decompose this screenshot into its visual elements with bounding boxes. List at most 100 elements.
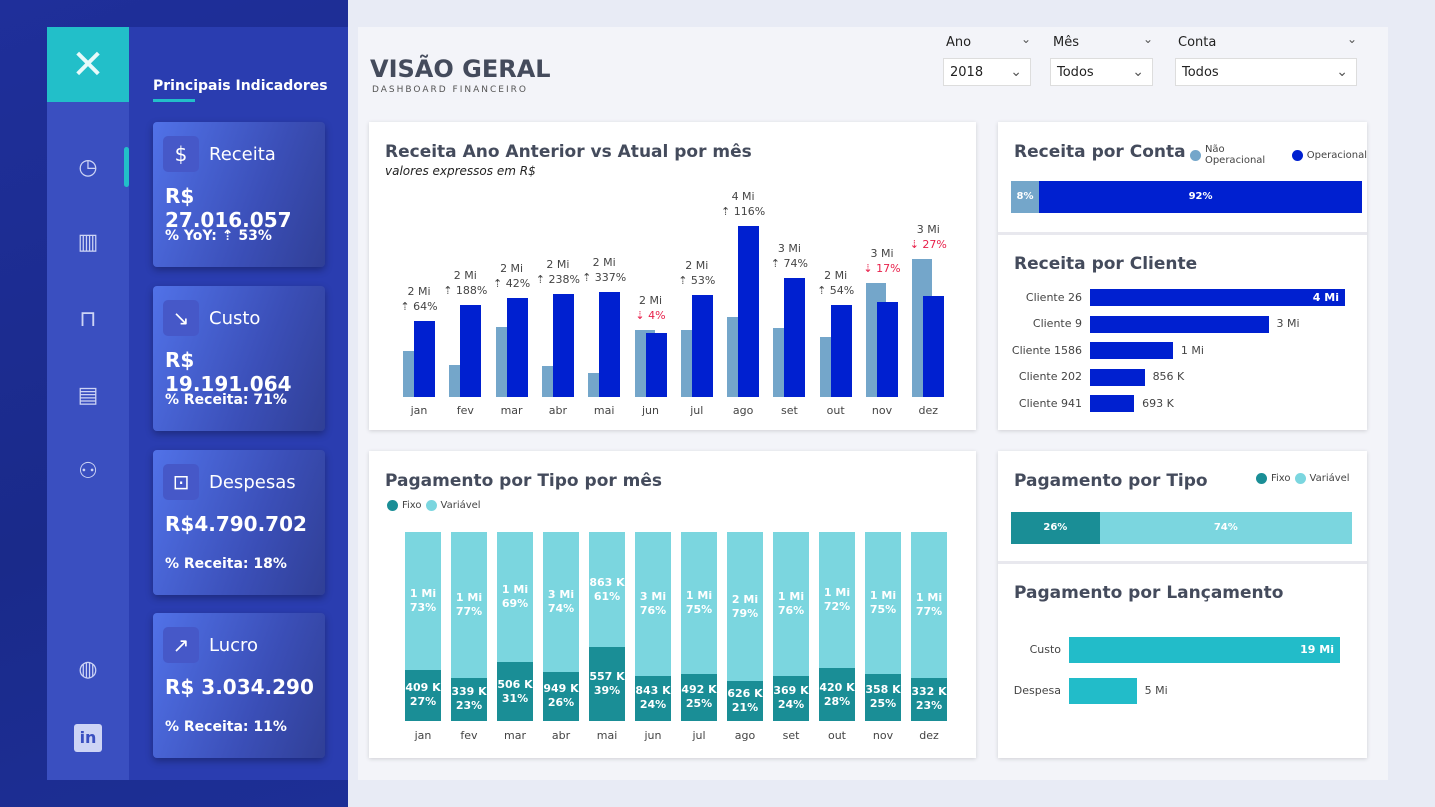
hbar bbox=[1069, 678, 1137, 704]
kpi-icon: ⊡ bbox=[163, 464, 199, 500]
variavel-value-label: 1 Mi bbox=[501, 583, 529, 597]
value-label: 1 Mi bbox=[1180, 343, 1204, 357]
fixo-pct-label: 24% bbox=[639, 698, 667, 712]
bar-current bbox=[738, 226, 760, 397]
kpi-value: R$ 19.191.064 bbox=[165, 348, 292, 396]
x-tick-label: nov bbox=[872, 729, 894, 742]
value-label: 693 K bbox=[1142, 396, 1174, 410]
chevron-down-icon: ⌄ bbox=[1020, 32, 1031, 46]
bar-fixo bbox=[589, 647, 625, 721]
x-logo[interactable]: ✕ bbox=[47, 27, 129, 102]
ano-dropdown[interactable]: 2018 ⌄ bbox=[943, 58, 1031, 86]
value-label: 2 Mi bbox=[824, 269, 848, 283]
variavel-pct-label: 79% bbox=[731, 606, 759, 620]
yoy-label: ⇡ 238% bbox=[535, 272, 580, 286]
hbar bbox=[1090, 315, 1269, 333]
variavel-value-label: 863 K bbox=[589, 575, 625, 589]
x-tick-label: ago bbox=[732, 404, 754, 417]
kpi-label: Despesas bbox=[209, 472, 296, 493]
yoy-label: ⇡ 42% bbox=[493, 276, 531, 290]
segment-label: 8% bbox=[1016, 191, 1034, 202]
bar-chart-icon[interactable]: ▥ bbox=[77, 230, 99, 255]
bar-current bbox=[784, 278, 806, 397]
bar-fixo bbox=[405, 669, 441, 721]
divider bbox=[998, 232, 1367, 235]
kpi-value: R$4.790.702 bbox=[165, 512, 307, 536]
x-tick-label: abr bbox=[548, 404, 568, 417]
kpi-section-title: Principais Indicadores bbox=[153, 78, 328, 94]
nav-active-indicator bbox=[124, 147, 129, 187]
value-label: 3 Mi bbox=[916, 222, 940, 236]
x-tick-label: abr bbox=[551, 729, 571, 742]
bar-current bbox=[414, 320, 435, 397]
category-label: Cliente 202 bbox=[1018, 370, 1082, 383]
legend-label: Fixo bbox=[1271, 473, 1291, 484]
briefcase-icon[interactable]: ⊓ bbox=[79, 307, 97, 332]
category-label: Cliente 1586 bbox=[1011, 343, 1082, 357]
chart-title: Pagamento por Tipo por mês bbox=[385, 471, 663, 491]
fixo-pct-label: 24% bbox=[777, 698, 805, 712]
legend-label: Fixo bbox=[402, 500, 422, 511]
legend-swatch bbox=[1256, 473, 1267, 484]
value-label: 2 Mi bbox=[638, 293, 663, 307]
stack-segment bbox=[1099, 512, 1352, 544]
variavel-pct-label: 77% bbox=[455, 604, 483, 618]
bar-current bbox=[645, 332, 667, 397]
nav-rail bbox=[47, 27, 129, 780]
dropdown-value: Todos bbox=[1057, 65, 1094, 80]
mes-dropdown[interactable]: Todos ⌄ bbox=[1050, 58, 1153, 86]
linkedin-icon[interactable]: in bbox=[74, 724, 102, 752]
kpi-card-receita[interactable]: $ Receita R$ 27.016.057% YoY: ⇡ 53% bbox=[153, 122, 325, 267]
fixo-value-label: 358 K bbox=[865, 683, 901, 697]
legend-label: Variável bbox=[1309, 473, 1350, 484]
bar-variavel bbox=[865, 532, 901, 674]
bar-variavel bbox=[405, 532, 441, 670]
bar-variavel bbox=[451, 532, 487, 678]
variavel-pct-label: 72% bbox=[823, 600, 851, 614]
globe-icon[interactable]: ◍ bbox=[78, 657, 98, 682]
page-subtitle: DASHBOARD FINANCEIRO bbox=[372, 85, 528, 95]
document-icon[interactable]: ▤ bbox=[77, 383, 99, 408]
kpi-subtext: % Receita: 11% bbox=[165, 719, 287, 735]
legend-label: Operacional bbox=[1306, 149, 1367, 161]
hbar bbox=[1090, 342, 1173, 359]
bar-variavel bbox=[589, 532, 625, 648]
variavel-pct-label: 75% bbox=[685, 602, 713, 616]
segment-label: 26% bbox=[1043, 522, 1068, 533]
fixo-value-label: 506 K bbox=[497, 677, 533, 691]
variavel-pct-label: 77% bbox=[915, 604, 943, 618]
bar-variavel bbox=[819, 532, 855, 669]
conta-dropdown[interactable]: Todos ⌄ bbox=[1175, 58, 1357, 86]
legend-label: Não Operacional bbox=[1204, 144, 1266, 166]
filter-label: Conta bbox=[1178, 35, 1217, 50]
users-icon[interactable]: ⚇ bbox=[78, 459, 98, 484]
kpi-card-lucro[interactable]: ↗ Lucro R$ 3.034.290 % Receita: 11% bbox=[153, 613, 325, 758]
value-label: 2 Mi bbox=[685, 258, 709, 272]
yoy-label: ⇣ 17% bbox=[863, 261, 901, 275]
variavel-value-label: 3 Mi bbox=[547, 587, 575, 601]
revenue-account-client-card: Receita por Conta Não Operacional Operaci… bbox=[998, 122, 1367, 430]
yoy-label: ⇡ 53% bbox=[678, 273, 716, 287]
clock-icon[interactable]: ◷ bbox=[78, 155, 98, 180]
filter-label: Ano bbox=[946, 35, 972, 50]
fixo-pct-label: 27% bbox=[409, 695, 437, 709]
fixo-pct-label: 25% bbox=[685, 697, 713, 711]
hbar bbox=[1069, 637, 1340, 663]
kpi-card-despesas[interactable]: ⊡ Despesas R$4.790.702 % Receita: 18% bbox=[153, 450, 325, 595]
bar-variavel bbox=[635, 532, 671, 676]
variavel-value-label: 1 Mi bbox=[409, 586, 437, 600]
value-label: 2 Mi bbox=[592, 255, 616, 269]
chevron-down-icon: ⌄ bbox=[1142, 32, 1153, 46]
fixo-value-label: 557 K bbox=[589, 670, 625, 684]
variavel-pct-label: 73% bbox=[409, 600, 437, 614]
category-label: Cliente 941 bbox=[1018, 396, 1082, 410]
x-tick-label: jul bbox=[692, 729, 706, 742]
bar-current bbox=[691, 294, 713, 397]
fixo-pct-label: 26% bbox=[547, 696, 575, 710]
segment-label: 92% bbox=[1188, 191, 1213, 202]
value-label: 2 Mi bbox=[407, 284, 431, 298]
kpi-value: R$ 3.034.290 bbox=[165, 675, 314, 699]
yoy-label: ⇡ 54% bbox=[817, 284, 855, 298]
legend: Fixo Variável bbox=[387, 500, 481, 511]
kpi-card-custo[interactable]: ↘ Custo R$ 19.191.064% Receita: 71% bbox=[153, 286, 325, 431]
